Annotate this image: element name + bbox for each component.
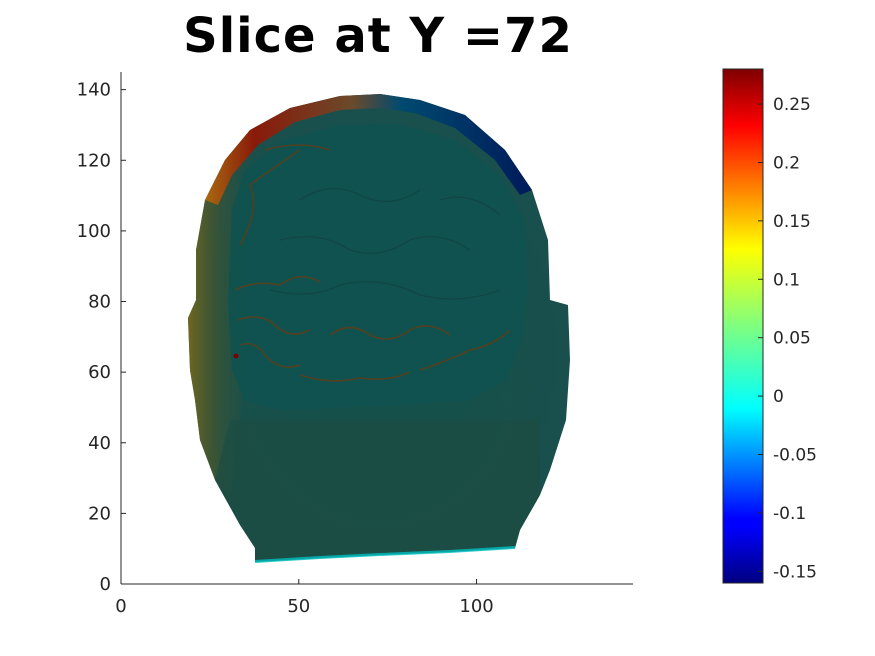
colorbar-tick-label: 0.15 bbox=[773, 212, 811, 232]
colorbar-tick-label: 0.2 bbox=[773, 153, 800, 173]
x-tick-label: 50 bbox=[287, 596, 310, 617]
colorbar-tick-label: 0.25 bbox=[773, 95, 811, 115]
y-tick-label: 140 bbox=[77, 80, 111, 101]
colorbar bbox=[722, 68, 764, 584]
colorbar-tick-label: 0.1 bbox=[773, 270, 800, 290]
y-axis-ticks: 0 20 40 60 80 100 120 140 bbox=[77, 80, 126, 595]
colorbar-gradient bbox=[722, 68, 764, 584]
y-tick-label: 40 bbox=[88, 433, 111, 454]
brain-region bbox=[228, 124, 528, 410]
colorbar-tick-label: 0.05 bbox=[773, 329, 811, 349]
colorbar-tick-label: -0.15 bbox=[773, 562, 817, 582]
x-tick-label: 100 bbox=[459, 596, 493, 617]
y-tick-label: 0 bbox=[100, 574, 111, 595]
y-tick-label: 20 bbox=[88, 503, 111, 524]
y-tick-label: 80 bbox=[88, 292, 111, 313]
colorbar-tick-label: -0.05 bbox=[773, 446, 817, 466]
colorbar-tick-label: -0.1 bbox=[773, 504, 806, 524]
chart-title: Slice at Y =72 bbox=[183, 8, 573, 64]
y-tick-label: 60 bbox=[88, 362, 111, 383]
x-axis-ticks: 0 50 100 bbox=[115, 579, 494, 617]
colorbar-ticks: -0.15 -0.1 -0.05 0 0.05 0.1 0.15 0.2 0.25 bbox=[758, 95, 817, 582]
axes bbox=[120, 72, 633, 585]
y-tick-label: 120 bbox=[77, 150, 111, 171]
x-tick-label: 0 bbox=[115, 596, 126, 617]
y-tick-label: 100 bbox=[77, 221, 111, 242]
heatmap-image bbox=[188, 94, 570, 563]
colorbar-tick-label: 0 bbox=[773, 387, 784, 407]
